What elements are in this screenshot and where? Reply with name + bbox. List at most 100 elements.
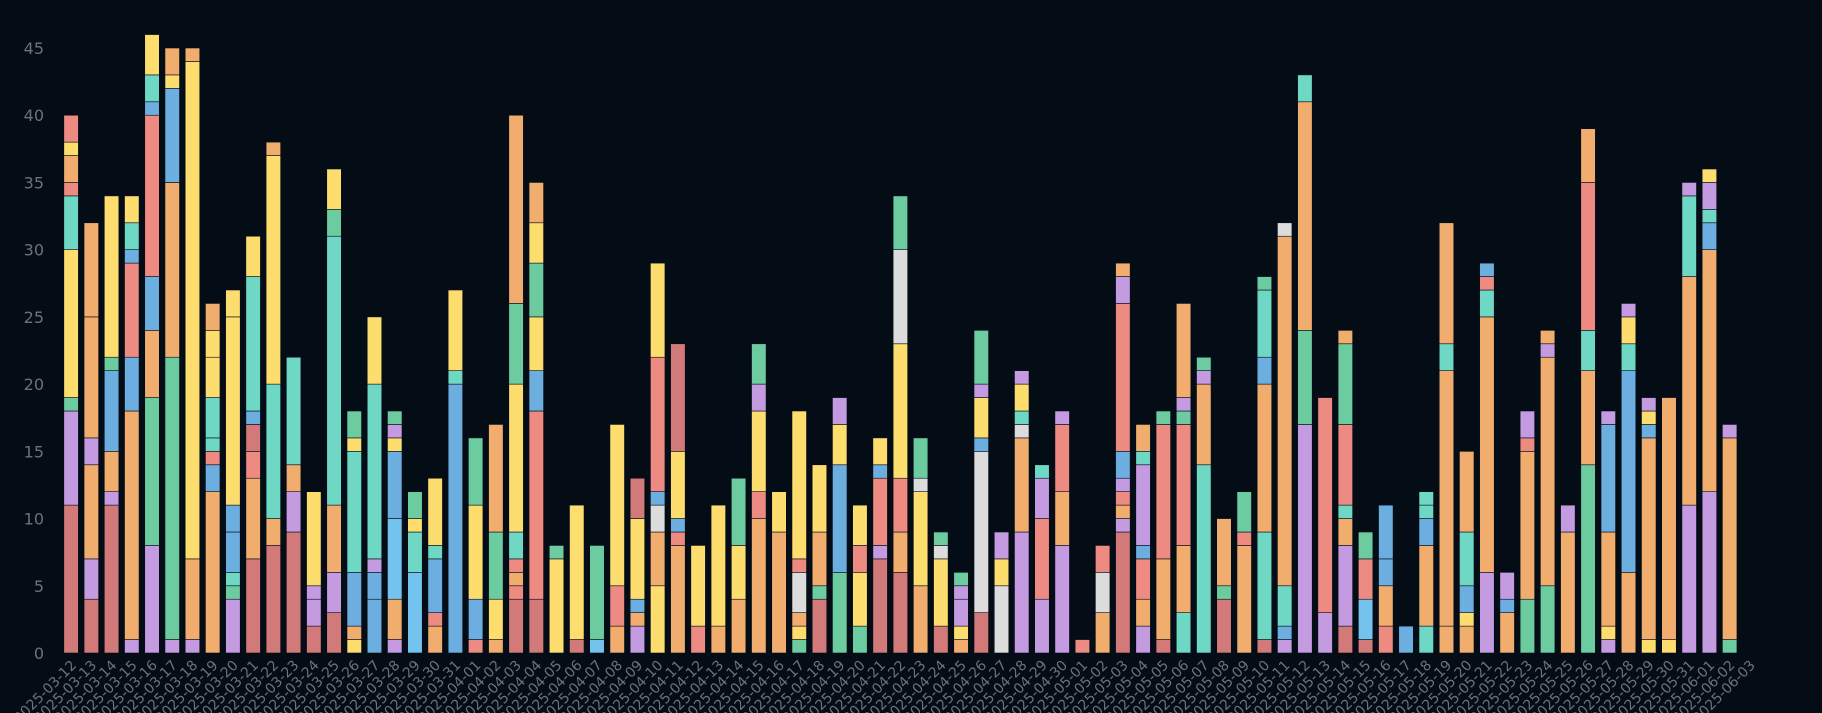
bar-segment[interactable] (346, 625, 362, 640)
bar-segment[interactable] (1054, 410, 1070, 425)
bar-segment[interactable] (1277, 625, 1293, 640)
bar-stack-2025-04-05[interactable] (548, 545, 565, 654)
bar-segment[interactable] (144, 74, 160, 103)
bar-segment[interactable] (1054, 424, 1070, 492)
bar-segment[interactable] (63, 397, 79, 412)
bar-segment[interactable] (346, 572, 362, 627)
bar-stack-2025-05-04[interactable] (1135, 424, 1151, 654)
bar-stack-2025-06-02[interactable] (1722, 424, 1738, 654)
bar-stack-2025-03-28[interactable] (387, 410, 403, 654)
bar-segment[interactable] (993, 531, 1010, 560)
bar-segment[interactable] (933, 625, 949, 654)
bar-segment[interactable] (326, 612, 342, 654)
bar-segment[interactable] (1337, 625, 1353, 654)
bar-segment[interactable] (387, 424, 403, 439)
bar-segment[interactable] (447, 383, 463, 654)
bar-stack-2025-03-16[interactable] (144, 34, 160, 654)
bar-segment[interactable] (670, 451, 686, 519)
bar-segment[interactable] (1135, 625, 1151, 654)
bar-segment[interactable] (346, 437, 362, 452)
bar-segment[interactable] (63, 504, 79, 654)
bar-segment[interactable] (1216, 598, 1232, 654)
bar-segment[interactable] (1256, 276, 1273, 291)
bar-segment[interactable] (1054, 545, 1070, 654)
bar-stack-2025-05-18[interactable] (1418, 491, 1434, 654)
bar-stack-2025-05-20[interactable] (1459, 451, 1475, 654)
bar-stack-2025-06-01[interactable] (1701, 168, 1718, 654)
bar-segment[interactable] (1135, 451, 1151, 466)
bar-segment[interactable] (387, 410, 403, 425)
bar-segment[interactable] (1459, 451, 1475, 533)
bar-stack-2025-03-26[interactable] (346, 410, 362, 654)
bar-segment[interactable] (1175, 612, 1192, 654)
bar-stack-2025-05-30[interactable] (1661, 397, 1677, 654)
bar-segment[interactable] (508, 572, 524, 587)
bar-segment[interactable] (387, 598, 403, 640)
bar-stack-2025-05-28[interactable] (1620, 303, 1637, 654)
bar-segment[interactable] (103, 504, 120, 654)
bar-stack-2025-04-13[interactable] (710, 504, 726, 654)
bar-segment[interactable] (811, 585, 828, 600)
bar-segment[interactable] (1560, 531, 1576, 654)
bar-segment[interactable] (892, 477, 908, 533)
bar-segment[interactable] (124, 262, 140, 358)
bar-segment[interactable] (528, 182, 544, 224)
bar-segment[interactable] (1641, 424, 1657, 439)
bar-segment[interactable] (832, 464, 848, 573)
bar-segment[interactable] (1014, 424, 1030, 439)
bar-stack-2025-04-08[interactable] (609, 424, 625, 654)
bar-segment[interactable] (609, 585, 625, 627)
bar-segment[interactable] (1701, 222, 1718, 250)
bar-segment[interactable] (1519, 451, 1535, 600)
bar-segment[interactable] (1459, 625, 1475, 654)
bar-segment[interactable] (589, 639, 605, 654)
bar-segment[interactable] (1600, 424, 1616, 533)
bar-stack-2025-05-16[interactable] (1378, 504, 1394, 654)
bar-segment[interactable] (1641, 437, 1657, 640)
bar-segment[interactable] (1519, 410, 1535, 439)
bar-segment[interactable] (1277, 639, 1293, 654)
bar-segment[interactable] (1135, 424, 1151, 452)
bar-segment[interactable] (103, 451, 120, 492)
bar-segment[interactable] (83, 437, 99, 466)
bar-segment[interactable] (1358, 598, 1374, 640)
bar-segment[interactable] (1600, 625, 1616, 640)
bar-segment[interactable] (1115, 491, 1131, 506)
bar-segment[interactable] (1358, 531, 1374, 560)
bar-segment[interactable] (63, 410, 79, 506)
bar-segment[interactable] (144, 114, 160, 277)
bar-stack-2025-05-24[interactable] (1540, 330, 1556, 654)
bar-segment[interactable] (953, 625, 969, 640)
bar-segment[interactable] (1155, 410, 1171, 425)
bar-segment[interactable] (1722, 437, 1738, 640)
bar-segment[interactable] (245, 477, 261, 560)
bar-stack-2025-04-03[interactable] (508, 114, 524, 654)
bar-segment[interactable] (1095, 612, 1111, 654)
bar-segment[interactable] (144, 397, 160, 546)
bar-segment[interactable] (286, 356, 302, 466)
bar-segment[interactable] (892, 249, 908, 345)
bar-segment[interactable] (1560, 504, 1576, 533)
bar-segment[interactable] (548, 558, 565, 654)
bar-segment[interactable] (164, 88, 180, 183)
bar-segment[interactable] (1115, 531, 1131, 654)
bar-stack-2025-03-30[interactable] (427, 477, 443, 654)
bar-segment[interactable] (184, 61, 201, 560)
bar-segment[interactable] (1701, 249, 1718, 492)
bar-stack-2025-04-21[interactable] (872, 437, 888, 654)
bar-segment[interactable] (913, 477, 929, 492)
bar-segment[interactable] (1620, 316, 1637, 345)
bar-segment[interactable] (245, 424, 261, 452)
bar-segment[interactable] (265, 155, 281, 385)
bar-segment[interactable] (609, 424, 625, 587)
bar-segment[interactable] (265, 545, 281, 654)
bar-stack-2025-05-22[interactable] (1499, 572, 1515, 654)
bar-segment[interactable] (1256, 289, 1273, 358)
bar-segment[interactable] (488, 424, 504, 533)
bar-segment[interactable] (973, 437, 989, 452)
bar-segment[interactable] (1297, 330, 1313, 425)
bar-segment[interactable] (1155, 424, 1171, 560)
bar-segment[interactable] (1277, 585, 1293, 627)
bar-stack-2025-05-25[interactable] (1560, 504, 1576, 654)
bar-stack-2025-05-06[interactable] (1175, 303, 1192, 654)
